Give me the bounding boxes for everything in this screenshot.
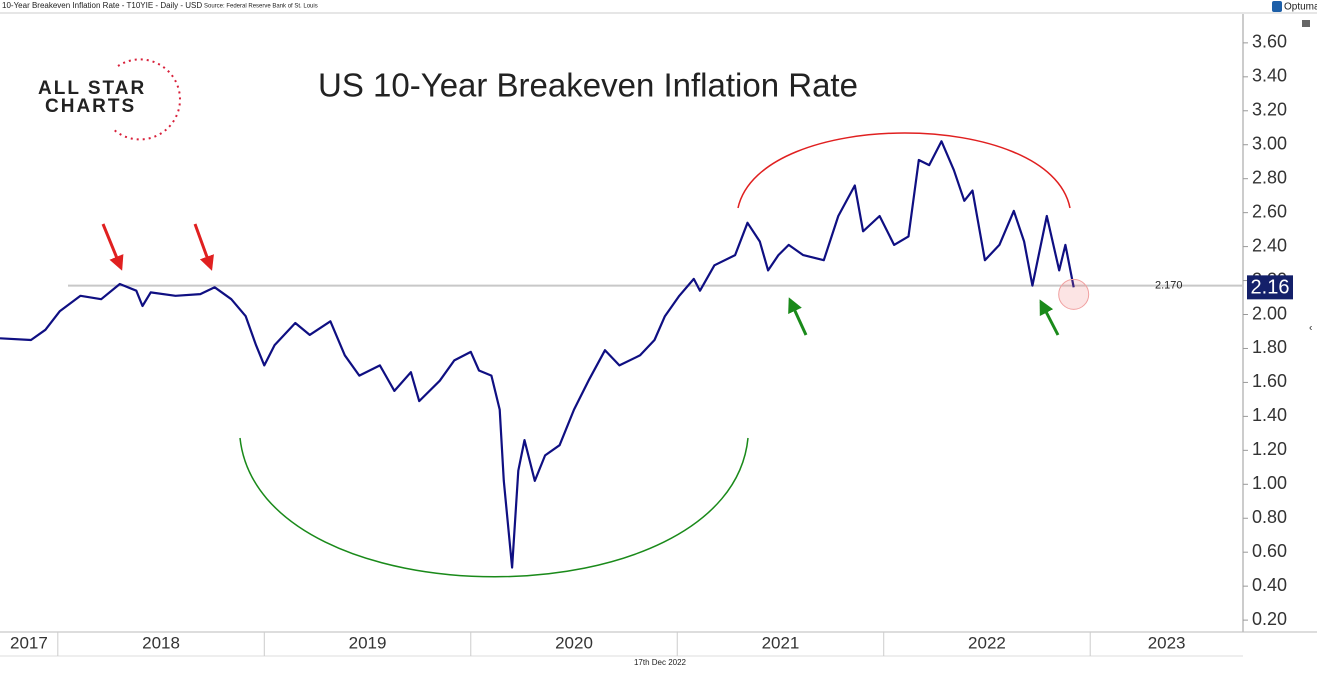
x-tick-label: 2019 (349, 633, 387, 652)
end-badge (1247, 275, 1293, 300)
logo-text: CHARTS (45, 96, 136, 117)
y-tick-label: 1.00 (1252, 473, 1287, 493)
y-tick-label: 3.20 (1252, 100, 1287, 120)
end-label: 2.16 (1251, 277, 1290, 299)
y-tick-label: 1.80 (1252, 337, 1287, 357)
arrow (788, 297, 808, 336)
x-tick-label: 2021 (762, 633, 800, 652)
brand: Optuma (1284, 2, 1317, 13)
y-tick-label: 0.20 (1252, 609, 1287, 629)
y-tick-label: 3.60 (1252, 32, 1287, 52)
y-tick-label: 1.20 (1252, 439, 1287, 459)
arrow (101, 223, 124, 271)
x-tick-label: 2022 (968, 633, 1006, 652)
lock-icon (1302, 20, 1310, 27)
y-tick-label: 2.60 (1252, 201, 1287, 221)
y-tick-label: 3.00 (1252, 133, 1287, 153)
x-tick-label: 2018 (142, 633, 180, 652)
source-text: Source: Federal Reserve Bank of St. Loui… (204, 4, 318, 10)
x-tick-label: 2023 (1148, 633, 1186, 652)
top-arc (737, 132, 1071, 209)
y-tick-label: 2.00 (1252, 303, 1287, 323)
logo-text: ALL STAR (38, 78, 146, 99)
y-tick-label: 0.40 (1252, 575, 1287, 595)
brand-icon (1272, 1, 1282, 12)
highlight-circle (1058, 278, 1090, 310)
date-label: 17th Dec 2022 (634, 658, 687, 667)
arrow (193, 223, 214, 271)
y-tick-label: 1.60 (1252, 371, 1287, 391)
x-tick-label: 2020 (555, 633, 593, 652)
y-tick-label: 0.80 (1252, 507, 1287, 527)
data-line (0, 140, 1075, 569)
y-tick-label: 2.80 (1252, 167, 1287, 187)
y-tick-label: 2.40 (1252, 235, 1287, 255)
y-tick-label: 0.60 (1252, 541, 1287, 561)
arrow (1039, 299, 1060, 336)
chart-title: US 10-Year Breakeven Inflation Rate (318, 67, 858, 104)
reference-label: 2.170 (1155, 280, 1183, 292)
y-tick-label: 1.40 (1252, 405, 1287, 425)
collapse-icon: ‹ (1309, 323, 1312, 334)
bottom-arc (239, 437, 749, 578)
header-text: 10-Year Breakeven Inflation Rate - T10YI… (2, 1, 202, 10)
y-tick-label: 3.40 (1252, 66, 1287, 86)
x-tick-label: 2017 (10, 633, 48, 652)
